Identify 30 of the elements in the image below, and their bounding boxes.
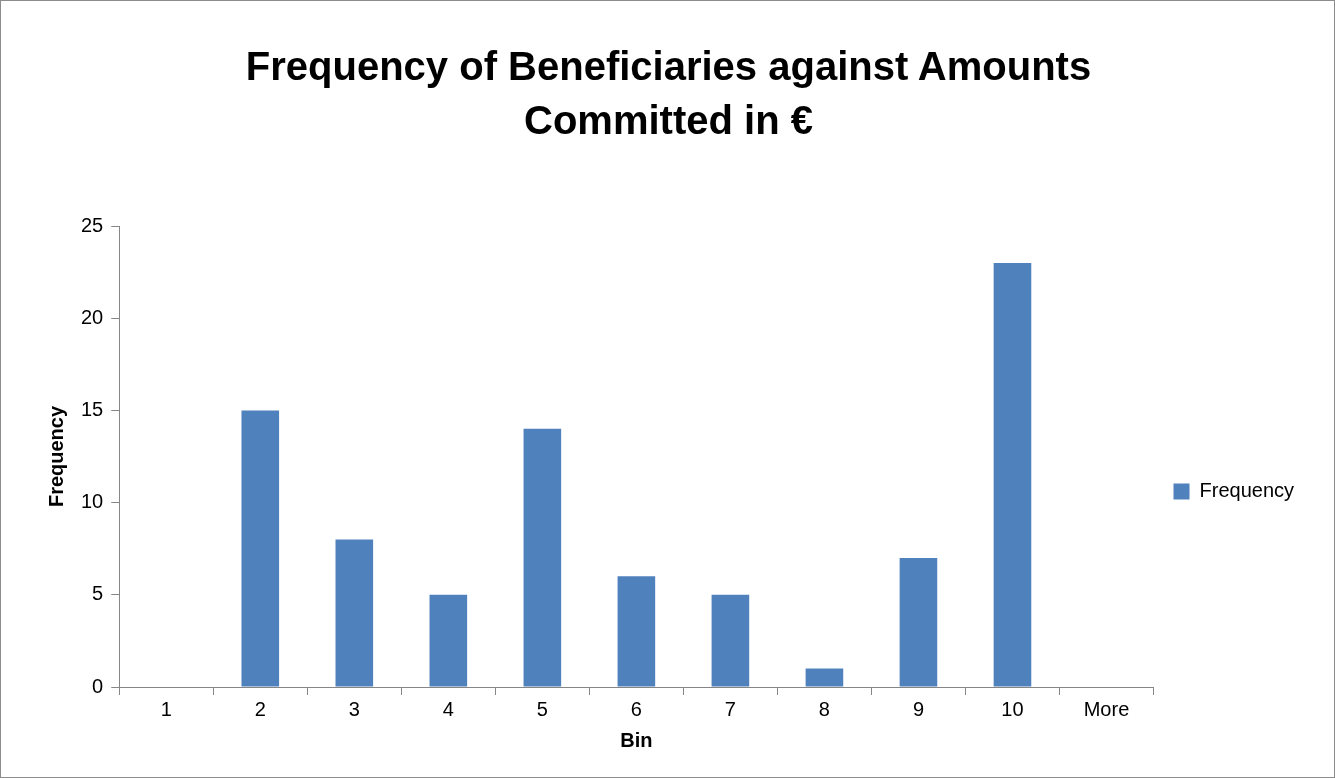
bar <box>899 557 938 687</box>
y-tick-label: 10 <box>81 490 104 513</box>
x-axis-title: Bin <box>620 728 653 751</box>
x-tick-label: 4 <box>442 697 454 720</box>
bar <box>241 410 280 687</box>
x-tick-label: 8 <box>818 697 830 720</box>
x-tick-label: 5 <box>536 697 548 720</box>
y-tick-label: 5 <box>92 582 104 605</box>
x-tick-label: 2 <box>254 697 266 720</box>
bar <box>335 539 374 687</box>
x-tick-label: 7 <box>724 697 736 720</box>
y-tick-label: 0 <box>92 674 104 697</box>
y-tick-label: 25 <box>81 213 104 236</box>
bar <box>617 576 656 687</box>
y-axis-title: Frequency <box>44 405 67 508</box>
legend-label: Frequency <box>1199 479 1295 502</box>
bar <box>711 594 750 687</box>
x-tick-label: More <box>1083 697 1130 720</box>
x-tick-label: 3 <box>348 697 360 720</box>
bar <box>429 594 468 687</box>
bar <box>523 428 562 687</box>
y-tick-label: 20 <box>81 305 104 328</box>
bar <box>805 668 844 687</box>
chart-title: Frequency of Beneficiaries against Amounts Committed in € <box>244 43 1093 144</box>
x-tick-label: 9 <box>912 697 925 720</box>
x-tick-label: 1 <box>160 697 172 720</box>
x-tick-label: 6 <box>630 697 642 720</box>
x-tick-label: 10 <box>1001 697 1024 720</box>
bar <box>993 262 1032 687</box>
y-tick-label: 15 <box>81 397 104 420</box>
